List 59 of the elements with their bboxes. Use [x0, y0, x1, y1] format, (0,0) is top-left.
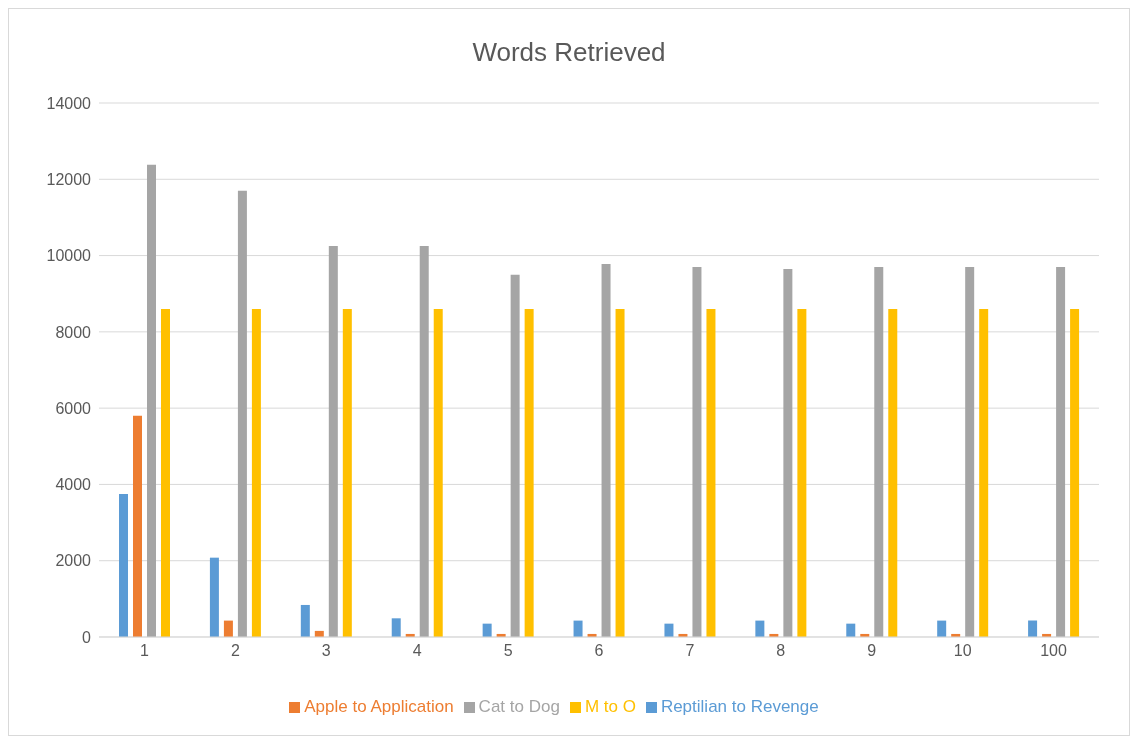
- bar: [692, 267, 702, 637]
- x-tick-label: 9: [867, 642, 877, 660]
- bar: [482, 623, 492, 637]
- y-tick-label: 2000: [55, 552, 92, 570]
- bar: [937, 620, 947, 637]
- bar: [251, 308, 261, 637]
- bar: [601, 263, 611, 637]
- y-tick-label: 8000: [55, 323, 92, 341]
- bar: [342, 308, 352, 637]
- bar: [161, 308, 170, 637]
- bar: [979, 308, 989, 637]
- bar: [328, 246, 338, 637]
- bar: [615, 308, 625, 637]
- bar: [664, 623, 674, 637]
- legend-label: Apple to Application: [304, 697, 454, 716]
- bar: [1056, 267, 1066, 637]
- x-tick-label: 2: [230, 642, 240, 660]
- y-tick-label: 14000: [46, 94, 92, 112]
- bar: [391, 618, 401, 637]
- x-tick-label: 5: [503, 642, 513, 660]
- x-tick-label: 4: [412, 642, 422, 660]
- bar: [237, 190, 247, 637]
- bar: [524, 308, 534, 637]
- bar: [965, 267, 975, 637]
- bar: [783, 268, 793, 637]
- y-tick-label: 4000: [55, 476, 92, 494]
- y-tick-label: 12000: [46, 170, 92, 188]
- bar: [223, 620, 233, 637]
- bar: [209, 557, 219, 637]
- x-tick-label: 1: [140, 642, 149, 660]
- legend-label: Reptilian to Revenge: [660, 697, 819, 716]
- x-tick-label: 3: [321, 642, 331, 660]
- y-tick-label: 10000: [46, 247, 92, 265]
- bar: [888, 308, 898, 637]
- bar: [419, 246, 429, 637]
- y-tick-label: 0: [82, 628, 92, 646]
- legend-label: M to O: [584, 697, 636, 716]
- bar: [1070, 308, 1080, 637]
- bar: [119, 493, 128, 637]
- bar: [573, 620, 583, 637]
- bar: [433, 308, 443, 637]
- y-tick-label: 6000: [55, 399, 92, 417]
- bar: [147, 164, 156, 637]
- bar: [755, 620, 765, 637]
- bar: [874, 267, 884, 637]
- bar: [797, 308, 807, 637]
- x-tick-label: 100: [1040, 642, 1067, 660]
- legend-label: Cat to Dog: [478, 697, 560, 716]
- x-tick-label: 7: [685, 642, 695, 660]
- x-tick-label: 6: [594, 642, 604, 660]
- chart-title: Words Retrieved: [471, 36, 667, 69]
- bar: [1028, 620, 1038, 637]
- bar: [706, 308, 716, 637]
- bar: [133, 415, 142, 637]
- x-tick-label: 10: [953, 642, 972, 660]
- bar: [300, 604, 310, 637]
- bar: [846, 623, 856, 637]
- bar: [510, 274, 520, 637]
- x-tick-label: 8: [776, 642, 786, 660]
